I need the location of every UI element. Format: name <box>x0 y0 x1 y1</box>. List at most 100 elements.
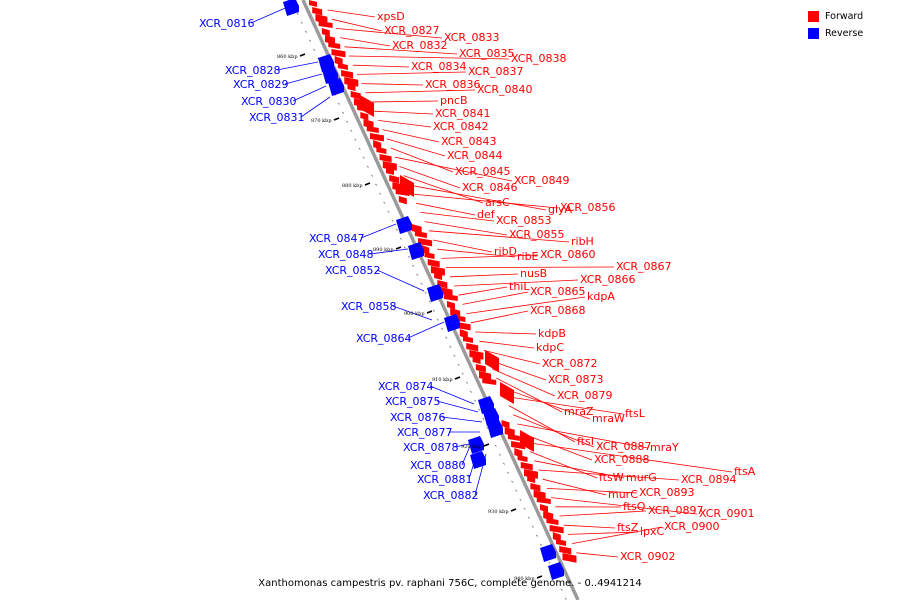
reverse-leader <box>392 305 433 321</box>
marker-dot <box>399 237 402 240</box>
gene-features <box>283 0 577 580</box>
forward-leader <box>551 497 698 515</box>
legend-label-forward: Forward <box>825 11 864 22</box>
forward-gene-57 <box>517 455 528 462</box>
forward-gene-label: XCR_0856 <box>560 201 616 214</box>
forward-gene-label: mraW <box>592 412 625 425</box>
reverse-leader <box>276 61 319 71</box>
ruler-tick-label: 900 kbp <box>404 311 425 317</box>
reverse-leader <box>250 5 291 24</box>
forward-gene-label: ftsA <box>734 465 756 478</box>
marker-dot <box>395 228 398 231</box>
ruler-tick-label: 930 kbp <box>488 509 509 515</box>
marker-dot <box>304 30 308 33</box>
marker-dot <box>432 309 435 312</box>
forward-leader <box>378 120 432 128</box>
marker-dot <box>461 372 464 375</box>
forward-gene-label: XCR_0841 <box>435 107 491 120</box>
forward-leader <box>340 37 391 47</box>
marker-dot <box>374 183 378 186</box>
forward-gene-4 <box>321 28 330 37</box>
forward-gene-label: murG <box>626 471 657 484</box>
forward-leader <box>563 524 616 529</box>
marker-dot <box>387 210 390 213</box>
forward-gene-56 <box>514 448 523 458</box>
forward-leader <box>525 442 733 473</box>
reverse-gene-2 <box>322 66 338 84</box>
forward-gene-label: XCR_0855 <box>509 228 565 241</box>
forward-gene-label: ftsL <box>625 407 646 420</box>
forward-gene-label: def <box>477 208 496 221</box>
forward-gene-24 <box>386 168 394 175</box>
marker-dot <box>391 219 394 222</box>
forward-gene-45 <box>463 336 473 343</box>
forward-gene-label: XCR_0833 <box>444 31 500 44</box>
reverse-gene-4 <box>396 216 412 234</box>
marker-dot <box>440 327 444 330</box>
forward-gene-label: ftsZ <box>617 521 639 534</box>
ruler-tick-label: 910 kbp <box>432 377 453 383</box>
reverse-gene-label: XCR_0829 <box>233 78 289 91</box>
feature-markers <box>292 3 567 600</box>
legend-label-reverse: Reverse <box>825 28 864 39</box>
marker-dot <box>469 390 473 393</box>
forward-leader <box>475 331 537 335</box>
forward-gene-label: XCR_0897 <box>648 504 704 517</box>
forward-leader <box>432 239 493 253</box>
marker-dot <box>308 39 312 42</box>
marker-dot <box>412 264 415 267</box>
forward-leader <box>394 156 513 182</box>
forward-gene-33 <box>424 252 435 259</box>
forward-gene-label: XCR_0868 <box>530 304 586 317</box>
forward-leader <box>458 286 508 296</box>
forward-leader <box>559 510 647 517</box>
forward-gene-label: nusB <box>520 267 547 280</box>
forward-gene-31 <box>418 238 433 247</box>
reverse-leader <box>461 445 471 466</box>
ruler-tick-mark <box>333 117 340 121</box>
marker-dot <box>403 246 407 249</box>
forward-gene-67 <box>549 525 564 534</box>
forward-gene-label: ribH <box>571 235 594 248</box>
forward-leader <box>373 110 434 115</box>
genome-caption: Xanthomonas campestris pv. raphani 756C,… <box>258 578 642 589</box>
forward-gene-51 <box>482 378 497 385</box>
reverse-gene-5 <box>408 242 424 260</box>
ruler-tick-mark <box>364 182 371 186</box>
reverse-gene-label: XCR_0880 <box>410 459 466 472</box>
forward-gene-34 <box>427 259 440 268</box>
forward-gene-38 <box>440 287 453 297</box>
marker-dot <box>428 300 431 303</box>
forward-gene-10 <box>341 70 354 79</box>
forward-gene-label: glyA <box>548 203 573 216</box>
forward-gene-label: XCR_0849 <box>514 174 570 187</box>
forward-gene-large-4 <box>520 430 534 452</box>
reverse-gene-6 <box>427 284 443 302</box>
legend-swatch-reverse <box>808 28 819 39</box>
marker-dot <box>482 417 485 420</box>
forward-gene-63 <box>536 497 551 504</box>
forward-leader <box>335 28 443 39</box>
forward-leader <box>466 296 586 314</box>
forward-gene-52 <box>501 420 510 429</box>
gene-labels: xpsDXCR_0827XCR_0833XCR_0832XCR_0835XCR_… <box>199 10 756 563</box>
forward-leader <box>357 71 467 75</box>
forward-gene-label: XCR_0840 <box>477 83 533 96</box>
reverse-gene-13 <box>540 544 556 562</box>
forward-gene-64 <box>540 504 548 513</box>
ruler-tick-mark <box>454 376 461 380</box>
forward-gene-label: XCR_0872 <box>542 357 598 370</box>
marker-dot <box>420 282 423 285</box>
forward-leader <box>428 230 570 243</box>
forward-gene-1 <box>312 7 323 16</box>
marker-dot <box>515 489 518 492</box>
forward-gene-19 <box>369 133 384 142</box>
forward-gene-70 <box>559 546 572 555</box>
forward-gene-17 <box>363 119 374 129</box>
ruler-tick-mark <box>299 53 306 57</box>
reverse-gene-label: XCR_0881 <box>417 473 473 486</box>
reverse-gene-0 <box>283 0 299 16</box>
forward-leader <box>567 531 639 535</box>
forward-gene-6 <box>328 42 341 49</box>
